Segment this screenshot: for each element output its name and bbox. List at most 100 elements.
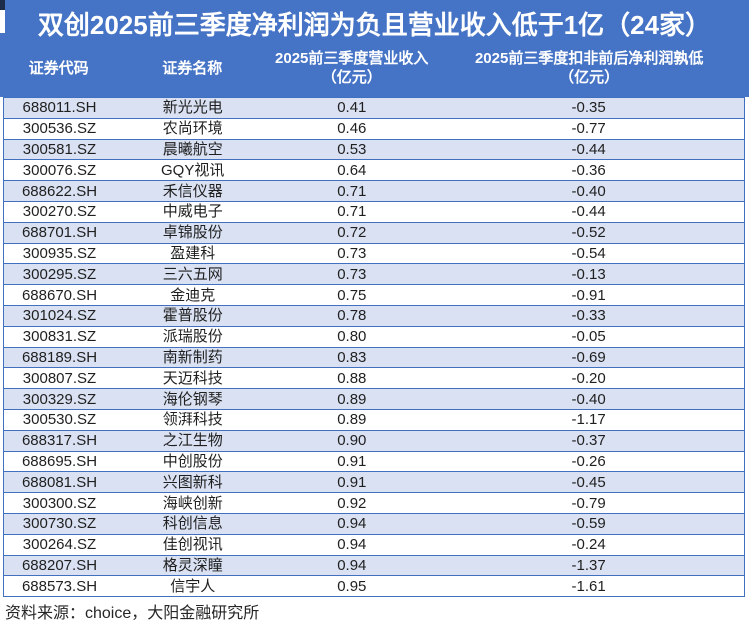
cell-stock-code: 688081.SH	[21, 473, 98, 491]
cell-revenue: 0.92	[337, 494, 367, 512]
cell-revenue: 0.94	[337, 556, 367, 574]
cell-revenue: 0.95	[337, 577, 367, 595]
table-row: 300295.SZ 三六五网 0.73 -0.13	[4, 263, 744, 285]
cell-revenue: 0.73	[337, 244, 367, 262]
cell-net-profit: -0.13	[571, 265, 606, 283]
cell-stock-code: 300295.SZ	[22, 265, 97, 283]
table-row: 300831.SZ 派瑞股份 0.80 -0.05	[4, 325, 744, 347]
cell-net-profit: -0.40	[571, 182, 606, 200]
table-row: 300076.SZ GQY视讯 0.64 -0.36	[4, 159, 744, 181]
cell-stock-name: 霍普股份	[162, 307, 223, 325]
cell-net-profit: -0.40	[571, 390, 606, 408]
cell-stock-name: 兴图新科	[162, 473, 223, 491]
cell-net-profit: -1.17	[571, 411, 606, 429]
cell-stock-code: 300935.SZ	[22, 244, 97, 262]
cell-stock-name: 三六五网	[162, 265, 223, 283]
cell-revenue: 0.73	[337, 265, 367, 283]
cell-revenue: 0.41	[337, 99, 367, 117]
cell-stock-name: 领湃科技	[162, 411, 223, 429]
cell-net-profit: -1.37	[571, 556, 606, 574]
cell-stock-name: 南新制药	[162, 348, 223, 366]
cell-revenue: 0.90	[337, 432, 367, 450]
cell-stock-name: 派瑞股份	[162, 328, 223, 346]
cell-stock-code: 300730.SZ	[22, 515, 97, 533]
cell-stock-code: 300264.SZ	[22, 536, 97, 554]
table-row: 688573.SH 信宇人 0.95 -1.61	[4, 575, 744, 597]
cell-stock-name: 农尚环境	[162, 120, 223, 138]
cell-net-profit: -0.69	[571, 348, 606, 366]
table-row: 300935.SZ 盈建科 0.73 -0.54	[4, 242, 744, 264]
table-row: 300264.SZ 佳创视讯 0.94 -0.24	[4, 533, 744, 555]
cell-net-profit: -0.54	[571, 244, 606, 262]
cell-revenue: 0.72	[337, 224, 367, 242]
column-header-name-label: 证券名称	[162, 59, 223, 77]
cell-stock-code: 688189.SH	[21, 348, 98, 366]
cell-stock-code: 688207.SH	[21, 556, 98, 574]
cell-net-profit: -0.77	[571, 120, 606, 138]
cell-stock-name: 佳创视讯	[162, 536, 223, 554]
cell-stock-code: 300270.SZ	[22, 203, 97, 221]
title-left-white-notch	[0, 10, 5, 33]
cell-revenue: 0.71	[337, 203, 367, 221]
cell-revenue: 0.91	[337, 473, 367, 491]
table-row: 688011.SH 新光光电 0.41 -0.35	[4, 97, 744, 118]
table-row: 300329.SZ 海伦钢琴 0.89 -0.40	[4, 388, 744, 409]
table-row: 300807.SZ 天迈科技 0.88 -0.20	[4, 367, 744, 389]
column-header-revenue: 2025前三季度营业收入 （亿元）	[270, 49, 433, 87]
table-row: 688622.SH 禾信仪器 0.71 -0.40	[4, 180, 744, 201]
cell-stock-name: 金迪克	[170, 286, 216, 304]
cell-net-profit: -0.59	[571, 515, 606, 533]
top-left-corner-mark	[0, 0, 5, 10]
cell-net-profit: -0.91	[571, 286, 606, 304]
cell-stock-code: 300300.SZ	[22, 494, 97, 512]
data-source-note: 资料来源：choice，大阳金融研究所	[5, 605, 260, 622]
cell-stock-name: 新光光电	[162, 99, 223, 117]
table-header-banner: 双创2025前三季度净利润为负且营业收入低于1亿（24家） 证券代码 证券名称 …	[0, 0, 749, 97]
cell-net-profit: -0.37	[571, 432, 606, 450]
table-body: 688011.SH 新光光电 0.41 -0.35 300536.SZ 农尚环境…	[3, 97, 745, 598]
cell-revenue: 0.94	[337, 515, 367, 533]
cell-revenue: 0.64	[337, 161, 367, 179]
cell-stock-name: 之江生物	[162, 432, 223, 450]
cell-stock-name: 中创股份	[162, 452, 223, 470]
cell-stock-code: 300530.SZ	[22, 411, 97, 429]
table-row: 300536.SZ 农尚环境 0.46 -0.77	[4, 117, 744, 139]
cell-revenue: 0.80	[337, 328, 367, 346]
cell-revenue: 0.88	[337, 369, 367, 387]
table-row: 300530.SZ 领湃科技 0.89 -1.17	[4, 408, 744, 430]
cell-stock-name: GQY视讯	[161, 161, 225, 179]
page-title: 双创2025前三季度净利润为负且营业收入低于1亿（24家）	[37, 9, 712, 40]
cell-revenue: 0.53	[337, 140, 367, 158]
cell-net-profit: -0.35	[571, 99, 606, 117]
cell-stock-name: 科创信息	[162, 515, 223, 533]
column-header-row: 证券代码 证券名称 2025前三季度营业收入 （亿元） 2025前三季度扣非前后…	[3, 42, 745, 94]
cell-stock-name: 海峡创新	[162, 494, 223, 512]
cell-stock-name: 晨曦航空	[162, 140, 223, 158]
cell-stock-name: 卓锦股份	[162, 224, 223, 242]
cell-net-profit: -0.44	[571, 140, 606, 158]
cell-stock-name: 海伦钢琴	[162, 390, 223, 408]
cell-net-profit: -0.20	[571, 369, 606, 387]
column-header-profit-line1: 2025前三季度扣非前后净利润孰低	[474, 50, 704, 67]
column-header-revenue-line2: （亿元）	[321, 69, 382, 86]
cell-net-profit: -0.79	[571, 494, 606, 512]
table-row: 301024.SZ 霍普股份 0.78 -0.33	[4, 304, 744, 326]
table-row: 300730.SZ 科创信息 0.94 -0.59	[4, 512, 744, 534]
cell-stock-name: 中威电子	[162, 203, 223, 221]
cell-stock-code: 688011.SH	[22, 99, 97, 117]
column-header-profit: 2025前三季度扣非前后净利润孰低 （亿元）	[433, 49, 745, 87]
cell-stock-code: 300076.SZ	[22, 161, 97, 179]
cell-revenue: 0.78	[337, 307, 367, 325]
cell-revenue: 0.46	[337, 120, 367, 138]
table-row: 300300.SZ 海峡创新 0.92 -0.79	[4, 492, 744, 513]
cell-stock-code: 300807.SZ	[22, 369, 97, 387]
table-row: 688695.SH 中创股份 0.91 -0.26	[4, 450, 744, 472]
cell-stock-code: 688695.SH	[21, 452, 98, 470]
cell-stock-name: 天迈科技	[162, 369, 223, 387]
table-row: 688189.SH 南新制药 0.83 -0.69	[4, 346, 744, 368]
cell-revenue: 0.89	[337, 411, 367, 429]
table-row: 688701.SH 卓锦股份 0.72 -0.52	[4, 221, 744, 243]
cell-net-profit: -0.52	[571, 224, 606, 242]
cell-stock-code: 688317.SH	[21, 432, 98, 450]
table-row: 688207.SH 格灵深瞳 0.94 -1.37	[4, 554, 744, 576]
